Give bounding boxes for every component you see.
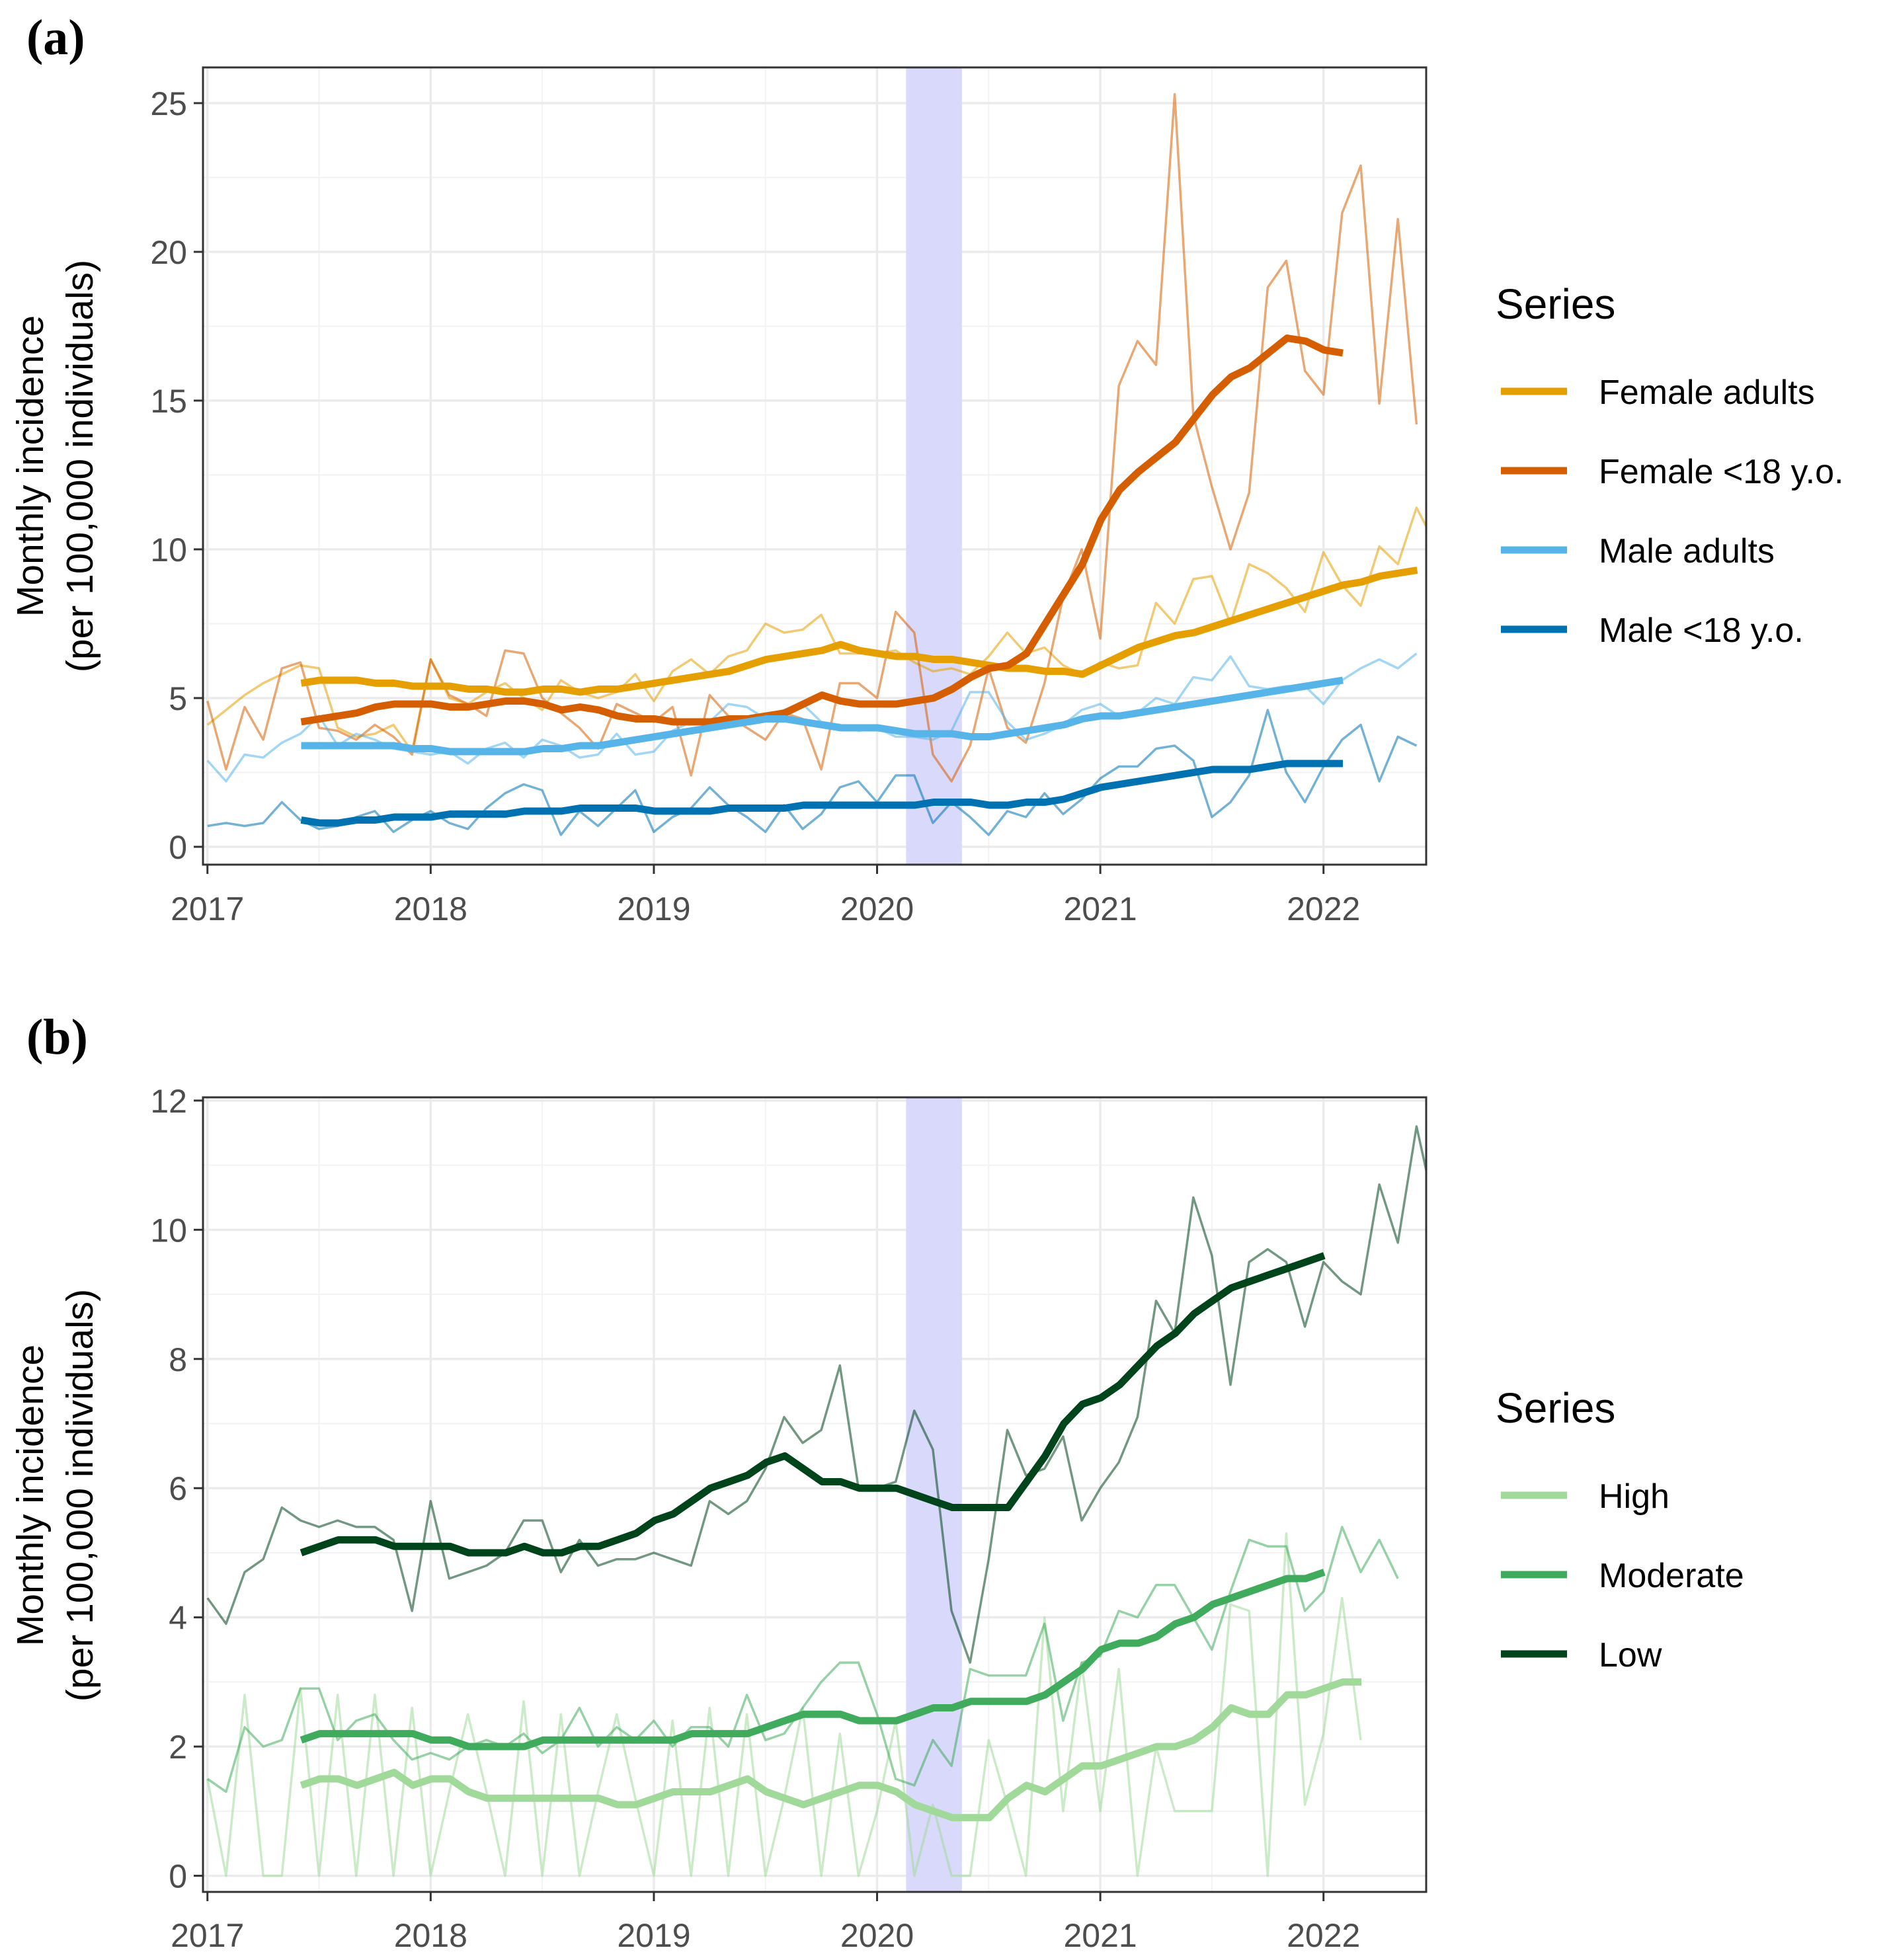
legend: Series Female adults Female <18 y.o. Male a… — [1496, 280, 1843, 650]
y-tick-label: 10 — [150, 1212, 187, 1249]
series-trend-line-3 — [300, 760, 1343, 827]
y-tick-label: 8 — [169, 1341, 187, 1378]
series-trend-line-0 — [300, 567, 1418, 696]
x-tick-label: 2018 — [394, 1917, 467, 1954]
legend-label-1: Moderate — [1599, 1557, 1744, 1595]
x-tick-label: 2020 — [840, 1917, 914, 1954]
y-tick-label: 4 — [169, 1600, 187, 1637]
y-tick-label: 12 — [150, 1083, 187, 1120]
legend-label-0: High — [1599, 1477, 1670, 1516]
series-trend-line-0 — [300, 1678, 1362, 1822]
panel-border — [202, 1096, 1428, 1893]
series-raw-line-3 — [207, 709, 1418, 836]
series-raw-line-1 — [206, 1526, 1399, 1793]
x-tick-label: 2018 — [394, 890, 467, 927]
y-tick-label: 2 — [169, 1729, 187, 1766]
panel-border — [202, 66, 1428, 866]
y-axis-title: Monthly incidence — [9, 1345, 52, 1646]
series-trend-line-2 — [301, 676, 1344, 756]
x-tick-label: 2022 — [1287, 890, 1360, 927]
legend: Series High Moderate Low — [1496, 1384, 1744, 1674]
plot-background — [203, 67, 1426, 865]
series-trend-line-1 — [300, 334, 1344, 726]
legend-label-1: Female <18 y.o. — [1599, 453, 1843, 491]
legend-label-0: Female adults — [1599, 373, 1815, 412]
y-tick-label: 10 — [150, 531, 187, 568]
series-lines — [206, 1125, 1426, 1877]
x-tick-label: 2019 — [617, 1917, 690, 1954]
chart-panel-a: 0 5 10 15 20 25 2017 2018 2019 2020 2021 2022 Monthl… — [9, 66, 1843, 927]
panel-label-b: (b) — [26, 1009, 88, 1065]
chart-panel-b: 0 2 4 6 8 10 12 2017 2018 2019 2020 2021 2022 Monthly… — [9, 1083, 1744, 1954]
x-tick-label: 2020 — [840, 890, 914, 927]
y-tick-label: 20 — [150, 234, 187, 271]
panel-label-a: (a) — [26, 10, 85, 65]
x-tick-label: 2021 — [1063, 1917, 1137, 1954]
y-tick-label: 15 — [150, 383, 187, 420]
x-tick-label: 2019 — [617, 890, 690, 927]
legend-label-3: Male <18 y.o. — [1599, 611, 1804, 650]
y-tick-label: 5 — [169, 680, 187, 717]
x-tick-label: 2022 — [1287, 1917, 1360, 1954]
shaded-region — [906, 67, 962, 865]
series-lines — [206, 93, 1426, 836]
y-tick-label: 0 — [169, 829, 187, 866]
x-tick-label: 2017 — [171, 1917, 244, 1954]
y-tick-label: 6 — [169, 1470, 187, 1507]
x-tick-label: 2017 — [171, 890, 244, 927]
y-axis-title: Monthly incidence — [9, 315, 52, 617]
legend-label-2: Male adults — [1599, 532, 1775, 570]
y-axis-subtitle: (per 100,000 individuals) — [59, 1289, 101, 1702]
y-tick-label: 25 — [150, 85, 187, 122]
y-tick-label: 0 — [169, 1858, 187, 1895]
y-axis-subtitle: (per 100,000 individuals) — [59, 260, 101, 672]
series-raw-line-2 — [206, 1125, 1426, 1664]
legend-title: Series — [1496, 280, 1615, 328]
series-trend-line-1 — [300, 1569, 1326, 1750]
legend-label-2: Low — [1599, 1636, 1662, 1674]
series-trend-line-2 — [300, 1252, 1326, 1557]
x-tick-label: 2021 — [1063, 890, 1137, 927]
legend-title: Series — [1496, 1384, 1615, 1432]
